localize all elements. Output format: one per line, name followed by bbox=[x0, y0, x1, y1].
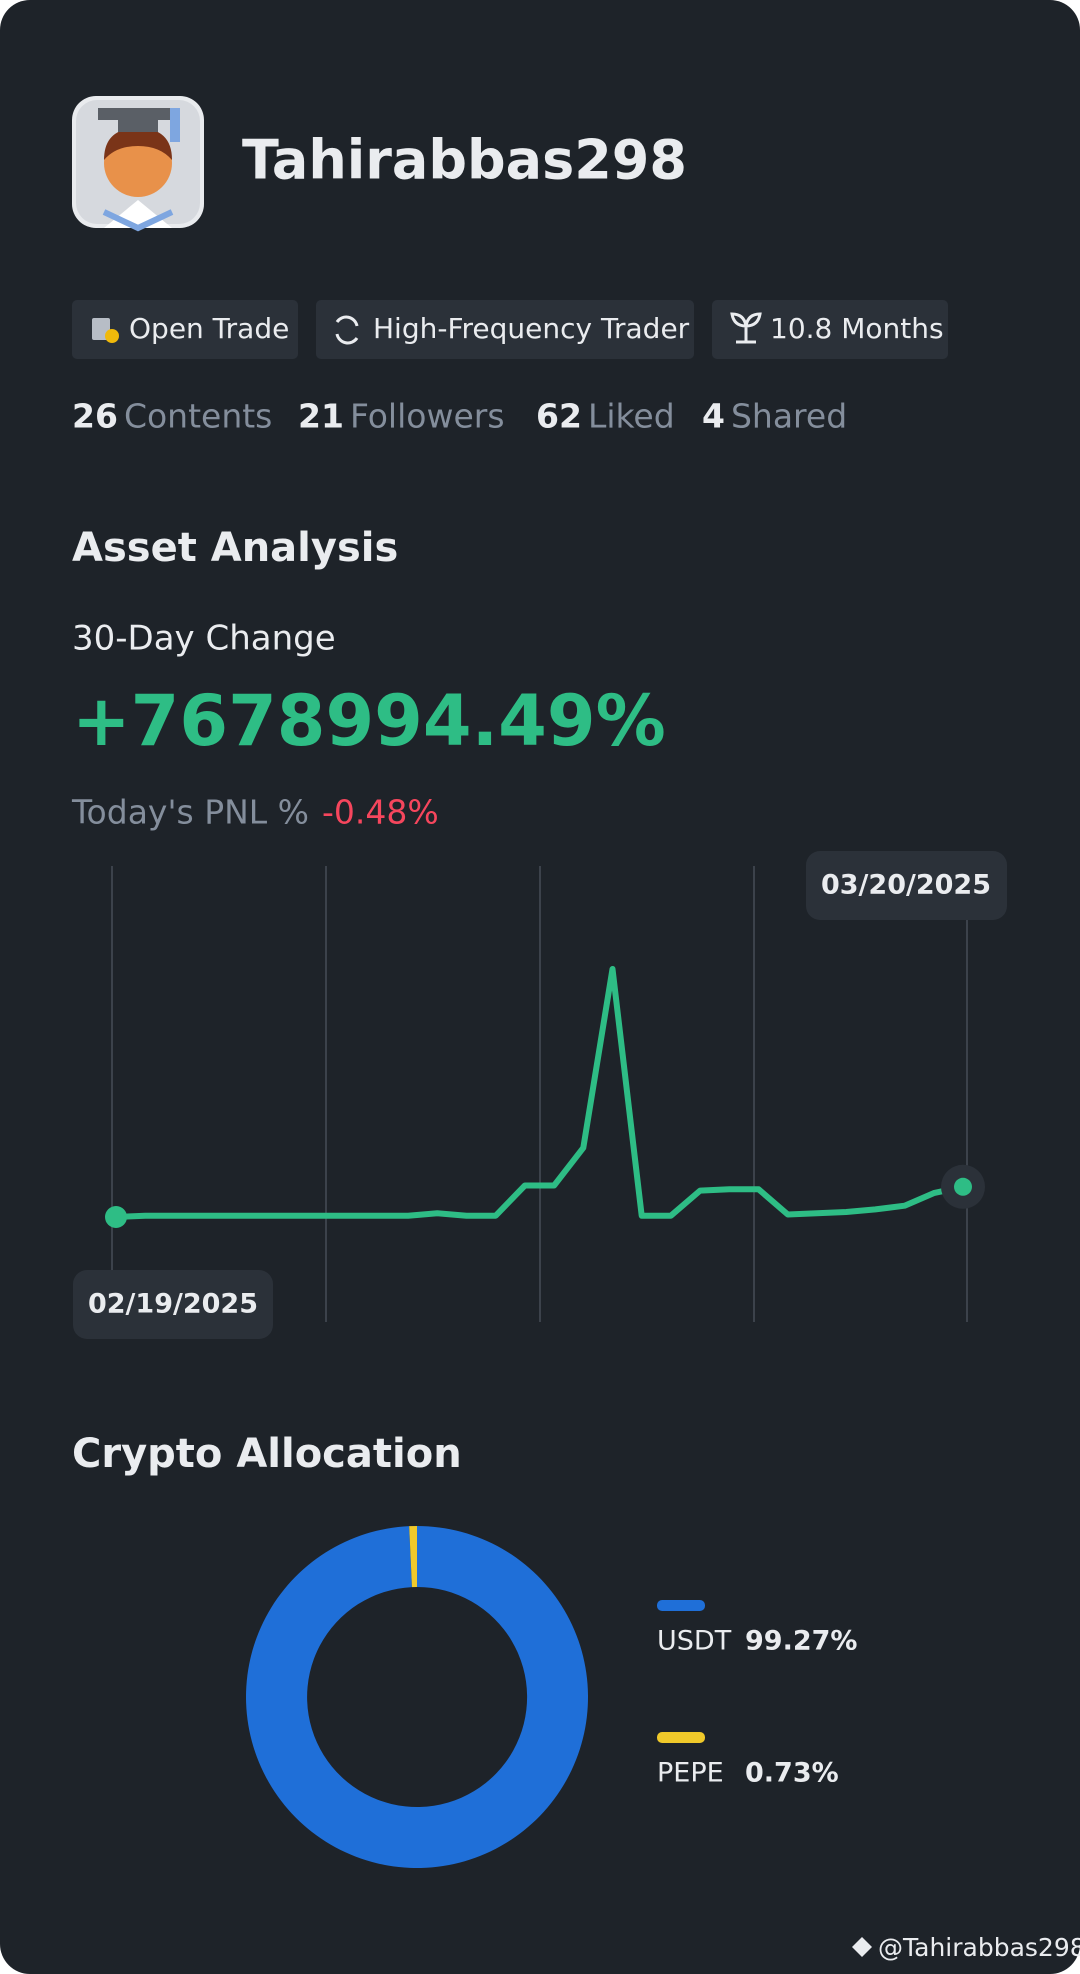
username: Tahirabbas298 bbox=[242, 129, 687, 192]
pnl-label: Today's PNL % bbox=[71, 793, 309, 832]
stat[interactable]: 26 Contents bbox=[72, 397, 272, 436]
legend-label: PEPE bbox=[657, 1758, 724, 1789]
date-tooltip bbox=[73, 1270, 273, 1339]
change-value: +7678994.49% bbox=[72, 680, 666, 762]
stat-label: Followers bbox=[350, 397, 505, 436]
donut-slice[interactable] bbox=[246, 1526, 589, 1869]
tag[interactable]: 10.8 Months bbox=[712, 300, 948, 359]
donut-chart: USDT 99.27% PEPE 0.73% bbox=[246, 1526, 857, 1869]
legend-swatch bbox=[657, 1600, 705, 1611]
stat[interactable]: 62 Liked bbox=[536, 397, 675, 436]
stat-value: 21 bbox=[298, 397, 344, 436]
stat[interactable]: 4 Shared bbox=[702, 397, 847, 436]
line-chart: 02/19/2025 03/20/2025 bbox=[73, 851, 1007, 1339]
stat[interactable]: 21 Followers bbox=[298, 397, 505, 436]
tag[interactable]: Open Trade bbox=[72, 300, 298, 359]
stat-value: 4 bbox=[702, 397, 725, 436]
watermark-text: @Tahirabbas298 bbox=[878, 1933, 1080, 1962]
pnl-value: -0.48% bbox=[322, 793, 439, 832]
tag[interactable]: High-Frequency Trader bbox=[316, 300, 694, 359]
watermark: @Tahirabbas298 bbox=[852, 1933, 1080, 1962]
stat-label: Liked bbox=[588, 397, 675, 436]
stat-value: 62 bbox=[536, 397, 582, 436]
stat-label: Contents bbox=[124, 397, 272, 436]
date-label: 03/20/2025 bbox=[821, 870, 991, 901]
end-point bbox=[954, 1177, 972, 1196]
stats: 26 Contents 21 Followers 62 Liked 4 Shared bbox=[72, 397, 847, 436]
stat-value: 26 bbox=[72, 397, 118, 436]
legend-value: 0.73% bbox=[745, 1758, 839, 1789]
legend-label: USDT bbox=[657, 1626, 732, 1657]
donut-slice[interactable] bbox=[409, 1526, 417, 1588]
start-point bbox=[105, 1206, 127, 1228]
stat-label: Shared bbox=[731, 397, 847, 436]
date-label: 02/19/2025 bbox=[88, 1289, 258, 1320]
tag-label: Open Trade bbox=[129, 312, 289, 345]
section-title: Crypto Allocation bbox=[72, 1431, 462, 1477]
legend-value: 99.27% bbox=[745, 1626, 857, 1657]
tag-label: High-Frequency Trader bbox=[373, 312, 690, 345]
tag-label: 10.8 Months bbox=[770, 312, 944, 345]
section-title: Asset Analysis bbox=[72, 525, 398, 571]
legend-swatch bbox=[657, 1732, 705, 1743]
line-series bbox=[113, 966, 966, 1220]
date-tooltip bbox=[806, 851, 1007, 920]
subtitle: 30-Day Change bbox=[72, 619, 336, 659]
avatar[interactable] bbox=[72, 96, 204, 232]
